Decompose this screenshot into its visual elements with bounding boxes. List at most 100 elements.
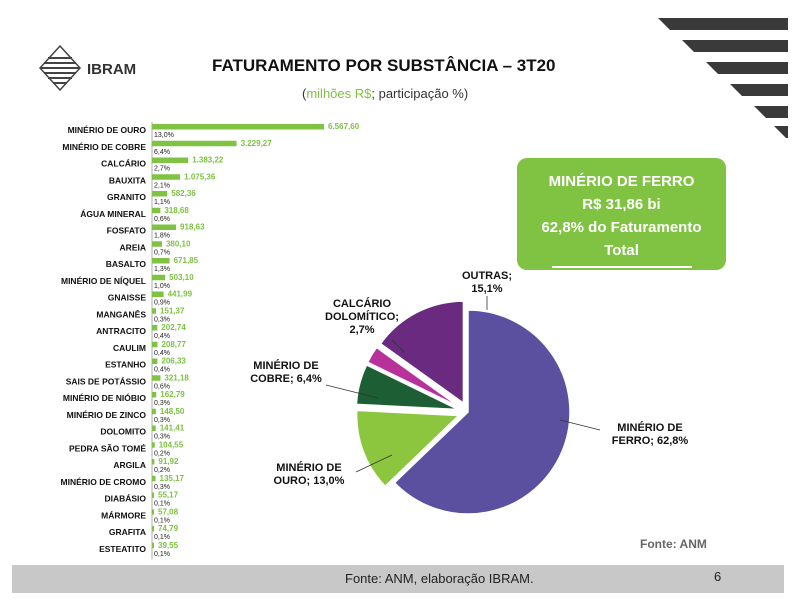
bar-value-label: 1.383,22 [192,156,224,165]
bar [152,358,158,364]
bar-share-label: 0,1% [154,517,170,524]
pie-slice [379,300,465,405]
footer-source: Fonte: ANM, elaboração IBRAM. [345,571,534,586]
bar-value-label: 39,55 [158,541,179,550]
page-number: 6 [714,569,722,584]
bar-category-label: BAUXITA [109,175,146,185]
bar-share-label: 0,1% [154,534,170,541]
bar-value-label: 582,36 [171,189,196,198]
pie-leader-line [355,454,393,473]
bar [152,542,154,549]
bar-category-label: MANGANÊS [96,308,146,319]
bar-share-label: 0,2% [154,450,170,457]
bar-value-label: 141,41 [160,424,185,433]
bar-share-label: 1,3% [154,266,170,273]
bar [152,241,162,247]
bar-share-label: 0,3% [154,434,170,441]
page-title: FATURAMENTO POR SUBSTÂNCIA – 3T20 [212,56,556,75]
bar [152,124,324,130]
callout-line-1: MINÉRIO DE FERRO [548,173,695,190]
bar [152,375,161,381]
bar-share-label: 1,8% [154,233,170,240]
bar-category-label: MÁRMORE [101,510,146,520]
bar-share-label: 0,6% [154,383,170,390]
bar [152,207,161,214]
bar-value-label: 104,55 [159,440,184,449]
bar-category-label: CAULIM [113,343,146,353]
bar-value-label: 206,33 [161,357,186,366]
bar-value-label: 1.075,36 [184,172,216,181]
bar-share-label: 1,1% [154,199,170,206]
bar-share-label: 1,0% [154,283,170,290]
bar-share-label: 0,6% [154,216,170,223]
pie-slice [393,309,571,515]
pie-slice [355,409,461,488]
chart-source: Fonte: ANM [640,537,707,551]
bar-category-label: ARGILA [113,460,146,470]
bar [152,157,189,163]
pie-label-outras: OUTRAS; 15,1% [461,270,513,295]
bar [152,325,158,331]
bar-share-label: 0,3% [154,316,170,323]
brand-name: IBRAM [87,61,137,78]
bar [152,341,158,348]
pie-leader-line [559,419,601,431]
bar [152,459,155,465]
bar [152,509,154,515]
bar-category-label: GRANITO [107,192,146,202]
subtitle-rest: ; participação %) [371,86,469,101]
bar [152,425,156,431]
bar-share-label: 0,3% [154,484,170,491]
ibram-logo-icon [38,44,82,92]
bar-category-label: MINÉRIO DE CROMO [61,477,147,487]
bar-share-label: 0,1% [154,501,170,508]
bar-value-label: 74,79 [158,524,179,533]
bar-category-label: FOSFATO [107,226,147,236]
pie-slice [355,363,459,411]
bar [152,442,155,448]
bar-category-label: DIABÁSIO [104,494,146,504]
bar-share-label: 2,7% [154,166,170,173]
pie-leader-line [325,384,379,399]
bar-share-label: 6,4% [154,149,170,156]
bar [152,224,177,230]
bar-share-label: 0,9% [154,300,170,307]
callout-underline [551,266,692,268]
bar [152,475,156,482]
bar-value-label: 671,85 [174,256,199,265]
pie-label-ouro: MINÉRIO DE OURO; 13,0% [273,462,345,487]
bar-value-label: 380,10 [166,239,191,248]
bar-category-label: AREIA [120,242,146,252]
bar-share-label: 0,4% [154,367,170,374]
bar [152,291,164,297]
page-subtitle: (milhões R$; participação %) [302,86,468,101]
pie-label-ferro: MINÉRIO DE FERRO; 62,8% [611,422,689,447]
bar-share-label: 2,1% [154,182,170,189]
pie-slice [366,346,460,408]
bar-category-label: GNAISSE [108,293,147,303]
bar-category-label: MINÉRIO DE OURO [68,125,147,135]
bar-value-label: 57,08 [158,507,179,516]
bar-category-label: DOLOMITO [100,427,146,437]
callout-line-4: Total [604,242,639,259]
bar-share-label: 0,2% [154,467,170,474]
bar-value-label: 318,68 [164,206,189,215]
bar-category-label: BASALTO [106,259,147,269]
bar [152,191,168,197]
iron-ore-callout: MINÉRIO DE FERRO R$ 31,86 bi 62,8% do Fa… [517,158,726,270]
bar [152,392,157,398]
bar-value-label: 91,92 [158,457,179,466]
bar-value-label: 441,99 [168,290,193,299]
callout-line-3: 62,8% do Faturamento [541,219,702,236]
bar-value-label: 135,17 [160,474,185,483]
bar-category-label: PEDRA SÃO TOMÉ [69,443,146,453]
bar-category-label: ANTRACITO [96,326,146,336]
bar-value-label: 321,18 [164,373,189,382]
pie-leader-line [391,339,405,353]
bar-category-label: MINÉRIO DE COBRE [62,142,146,152]
footer-bar [12,565,784,593]
bar-share-label: 0,3% [154,417,170,424]
callout-line-2: R$ 31,86 bi [582,196,661,213]
subtitle-unit: milhões R$ [306,86,372,101]
